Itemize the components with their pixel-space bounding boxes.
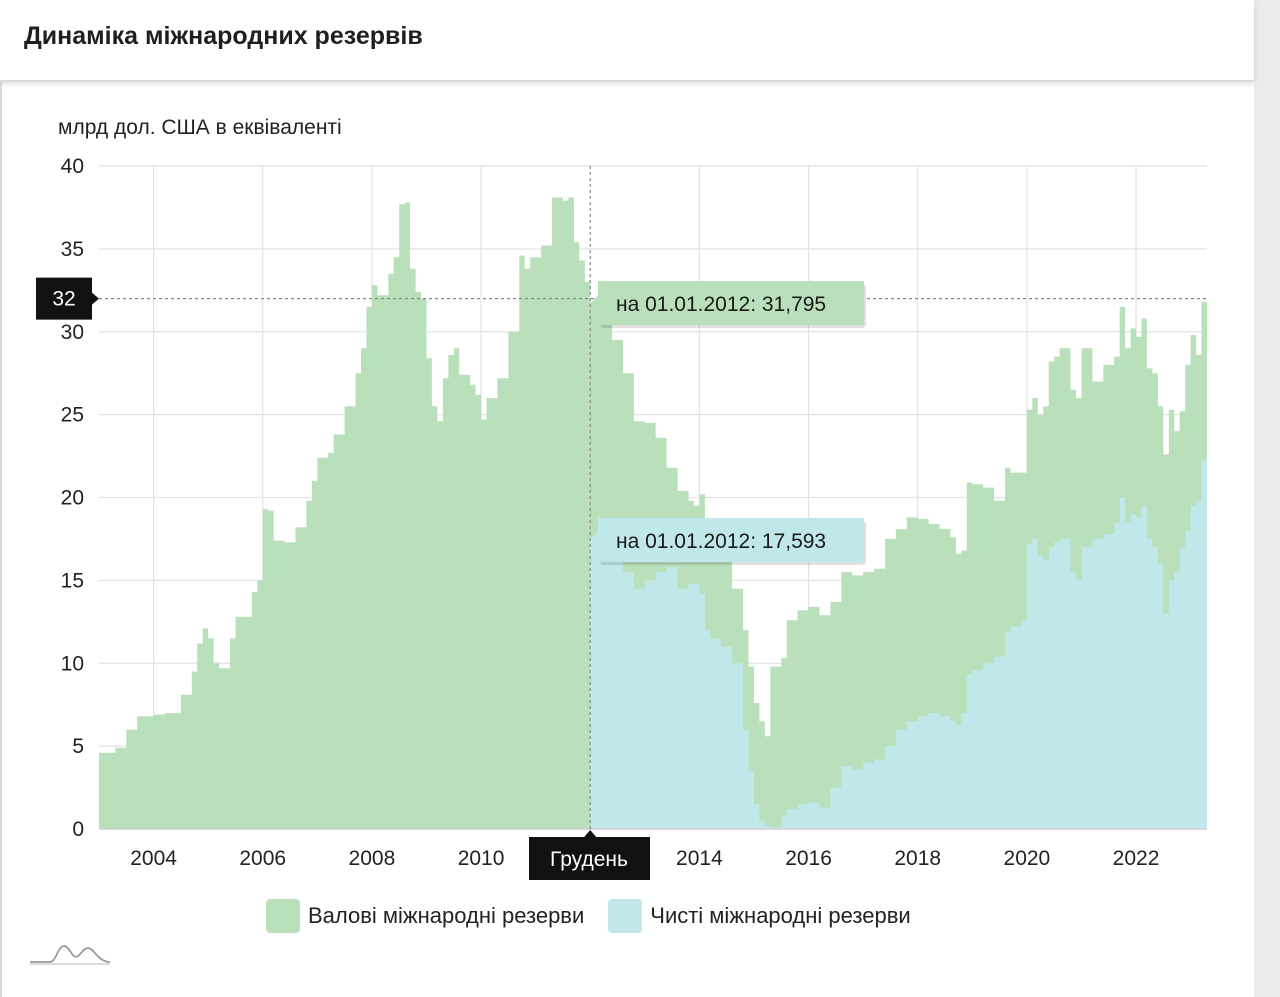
tooltip-text: на 01.01.2012: 31,795	[616, 293, 826, 316]
legend-item-gross[interactable]: Валові міжнародні резерви	[266, 899, 584, 933]
y-tick-label: 20	[61, 487, 84, 510]
legend-item-net[interactable]: Чисті міжнародні резерви	[608, 899, 911, 933]
crosshair-x-label-text: Грудень	[550, 848, 628, 871]
tooltip-bg	[591, 281, 864, 325]
y-tick-label: 30	[61, 321, 84, 344]
y-tick-label: 10	[61, 652, 84, 675]
y-tick-label: 5	[72, 735, 84, 758]
x-tick-label: 2004	[130, 847, 177, 870]
reserves-area-chart[interactable]: 0 5 10 15 20 25 30 35 40 2004 2006 2008 2010 2014 2016…	[0, 0, 1254, 997]
crosshair-y-label-text: 32	[52, 288, 75, 311]
x-tick-label: 2022	[1113, 847, 1160, 870]
mountains-logo-icon	[30, 945, 111, 965]
y-tick-label: 25	[61, 404, 84, 427]
crosshair-x-label-bg	[529, 830, 650, 880]
y-tick-label: 35	[61, 238, 84, 261]
crosshair-y-label: 32	[36, 277, 99, 320]
series-area-net	[590, 459, 1207, 829]
x-tick-label: 2010	[458, 847, 505, 870]
chart-header: Динаміка міжнародних резервів	[0, 0, 1254, 82]
legend-swatch-net	[608, 899, 643, 933]
series-area-gross	[99, 197, 1207, 829]
page-title: Динаміка міжнародних резервів	[24, 22, 423, 50]
x-tick-label: 2006	[239, 847, 286, 870]
y-tick-label: 15	[61, 569, 84, 592]
x-tick-label: 2014	[676, 847, 723, 870]
tooltip-text: на 01.01.2012: 17,593	[616, 530, 826, 553]
x-tick-label: 2008	[349, 847, 396, 870]
tooltip-bg	[591, 518, 864, 562]
x-tick-label: 2016	[785, 847, 832, 870]
legend-label-net: Чисті міжнародні резерви	[650, 903, 911, 928]
x-tick-label: 2018	[894, 847, 941, 870]
crosshair-x-label: Грудень	[529, 830, 650, 880]
y-axis-unit-label: млрд дол. США в еквіваленті	[58, 116, 342, 139]
legend-label-gross: Валові міжнародні резерви	[308, 903, 585, 928]
tooltip-gross: на 01.01.2012: 31,795	[591, 281, 866, 328]
chart-legend: Валові міжнародні резерви Чисті міжнарод…	[266, 899, 935, 933]
y-tick-label: 0	[72, 818, 84, 841]
tooltip-net: на 01.01.2012: 17,593	[591, 518, 866, 565]
legend-swatch-gross	[266, 899, 300, 933]
x-tick-label: 2020	[1004, 847, 1051, 870]
y-tick-label: 40	[61, 155, 84, 178]
crosshair-y-label-bg	[36, 277, 99, 320]
